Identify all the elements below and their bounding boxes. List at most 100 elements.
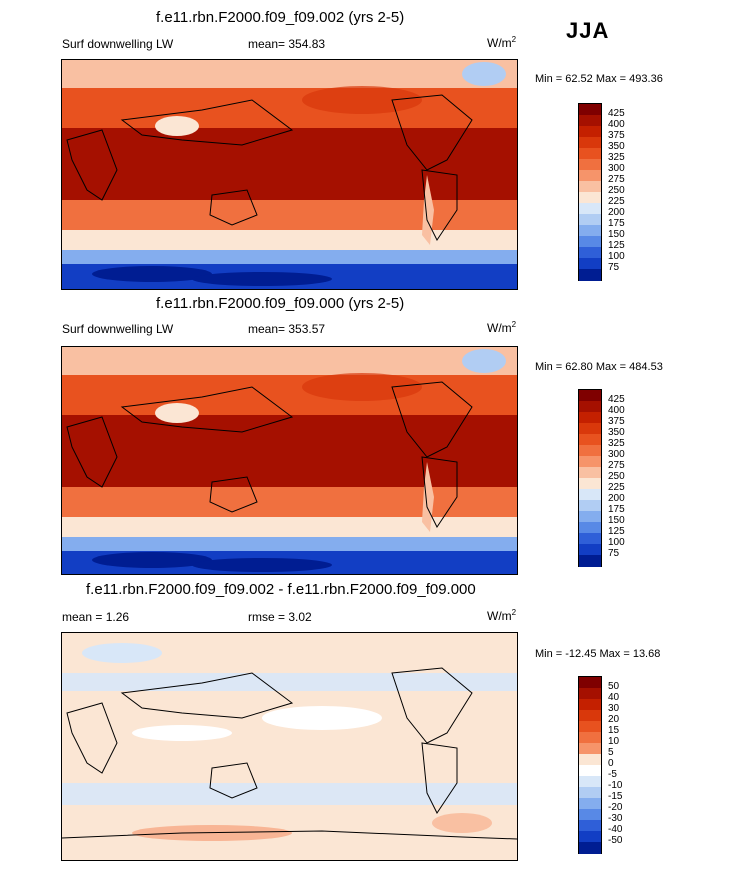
colorbar-swatch [579,831,601,843]
colorbar-tick-label: -10 [608,780,623,791]
colorbar-tick-label: 175 [608,218,625,229]
colorbar-swatch [579,489,601,501]
panel-1-title: f.e11.rbn.F2000.f09_f09.002 (yrs 2-5) [156,9,405,26]
colorbar-swatch [579,104,601,116]
colorbar-swatch [579,710,601,722]
panel-3-map [61,632,518,861]
colorbar-tick-label: 30 [608,703,620,714]
colorbar-swatch [579,159,601,171]
colorbar-tick-label: 50 [608,681,620,692]
colorbar-swatch [579,401,601,413]
colorbar-swatch [579,522,601,534]
colorbar-tick-label: 100 [608,251,625,262]
colorbar-swatch [579,170,601,182]
panel-1-units: W/m2 [487,35,517,50]
colorbar-swatch [579,192,601,204]
colorbar-tick-label: -5 [608,769,617,780]
colorbar-tick-label: 400 [608,405,625,416]
colorbar-swatch [579,434,601,446]
colorbar-tick-label: -40 [608,824,623,835]
colorbar-tick-label: 75 [608,548,620,559]
panel-3-minmax: Min = -12.45 Max = 13.68 [535,648,661,660]
panel-2-units: W/m2 [487,320,517,335]
colorbar-swatch [579,776,601,788]
colorbar-tick-label: 300 [608,449,625,460]
colorbar-swatch [579,533,601,545]
colorbar-tick-label: -15 [608,791,623,802]
colorbar-swatch [579,842,601,854]
colorbar-tick-label: 175 [608,504,625,515]
colorbar-swatch [579,754,601,766]
panel-2-mean-label: mean= 353.57 [248,322,326,336]
colorbar-swatch [579,467,601,479]
panel-1-variable-label: Surf downwelling LW [62,37,174,51]
colorbar-swatch [579,214,601,226]
colorbar-swatch [579,225,601,237]
panel-3-mean-label: mean = 1.26 [62,610,130,624]
colorbar-swatch [579,688,601,700]
panel-2-colorbar [578,389,602,567]
panel-2-variable-label: Surf downwelling LW [62,322,174,336]
colorbar-swatch [579,137,601,149]
colorbar-tick-label: 225 [608,196,625,207]
colorbar-tick-label: 100 [608,537,625,548]
panel-2-title: f.e11.rbn.F2000.f09_f09.000 (yrs 2-5) [156,295,405,312]
colorbar-tick-label: -20 [608,802,623,813]
colorbar-tick-label: 400 [608,119,625,130]
colorbar-swatch [579,203,601,215]
panel-1-mean-label: mean= 354.83 [248,37,326,51]
colorbar-swatch [579,677,601,689]
colorbar-swatch [579,555,601,567]
colorbar-swatch [579,456,601,468]
panel-2-minmax: Min = 62.80 Max = 484.53 [535,361,663,373]
colorbar-swatch [579,115,601,127]
colorbar-swatch [579,445,601,457]
colorbar-swatch [579,181,601,193]
colorbar-swatch [579,699,601,711]
colorbar-tick-label: 150 [608,515,625,526]
colorbar-swatch [579,743,601,755]
season-label: JJA [566,18,610,43]
panel-1-colorbar [578,103,602,281]
colorbar-tick-label: 10 [608,736,620,747]
colorbar-tick-label: -50 [608,835,623,846]
colorbar-tick-label: 200 [608,207,625,218]
colorbar-tick-label: 275 [608,174,625,185]
colorbar-tick-label: 425 [608,394,625,405]
colorbar-swatch [579,500,601,512]
colorbar-tick-label: 375 [608,130,625,141]
colorbar-swatch [579,412,601,424]
colorbar-swatch [579,478,601,490]
panel-1-minmax: Min = 62.52 Max = 493.36 [535,73,663,85]
colorbar-tick-label: 20 [608,714,620,725]
panel-3-title: f.e11.rbn.F2000.f09_f09.002 - f.e11.rbn.… [86,581,476,598]
colorbar-tick-label: 15 [608,725,620,736]
colorbar-swatch [579,721,601,733]
colorbar-tick-label: 325 [608,152,625,163]
colorbar-swatch [579,809,601,821]
colorbar-swatch [579,820,601,832]
colorbar-tick-label: 0 [608,758,614,769]
colorbar-swatch [579,258,601,270]
colorbar-tick-label: 325 [608,438,625,449]
panel-1-map [61,59,518,290]
colorbar-tick-label: 250 [608,471,625,482]
colorbar-tick-label: 350 [608,141,625,152]
colorbar-tick-label: 150 [608,229,625,240]
colorbar-swatch [579,787,601,799]
colorbar-swatch [579,390,601,402]
colorbar-swatch [579,247,601,259]
colorbar-tick-label: -30 [608,813,623,824]
colorbar-swatch [579,732,601,744]
colorbar-swatch [579,798,601,810]
colorbar-swatch [579,765,601,777]
colorbar-swatch [579,269,601,281]
colorbar-swatch [579,126,601,138]
colorbar-tick-label: 275 [608,460,625,471]
colorbar-tick-label: 250 [608,185,625,196]
colorbar-tick-label: 40 [608,692,620,703]
colorbar-tick-label: 75 [608,262,620,273]
colorbar-tick-label: 350 [608,427,625,438]
colorbar-swatch [579,544,601,556]
colorbar-tick-label: 200 [608,493,625,504]
